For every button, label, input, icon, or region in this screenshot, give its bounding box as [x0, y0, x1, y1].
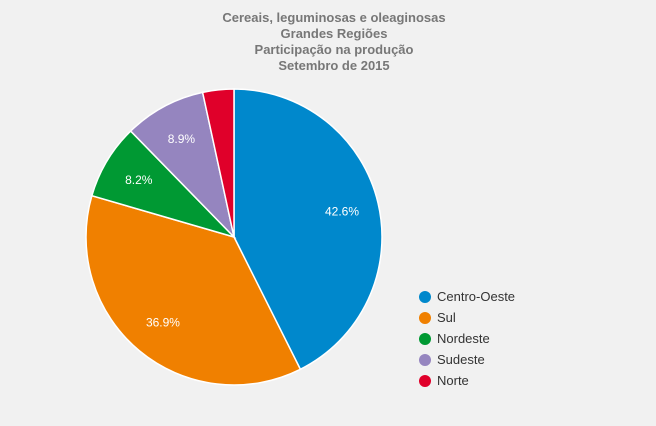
pie-slice-norte[interactable] [201, 88, 235, 238]
legend-item-nordeste[interactable]: Nordeste [419, 328, 515, 349]
legend-dot [419, 290, 431, 303]
legend-label: Centro-Oeste [437, 289, 516, 304]
pie-slice-sul[interactable] [85, 194, 302, 386]
legend-label: Norte [437, 373, 469, 388]
legend-label: Sudeste [437, 352, 485, 367]
title-line: Grandes Regiões [280, 26, 388, 41]
legend-dot [419, 353, 431, 366]
legend: Centro-Oeste Sul Nordeste Sudeste Norte [419, 286, 515, 391]
legend-dot [419, 311, 431, 324]
legend-item-centro-oeste[interactable]: Centro-Oeste [419, 286, 515, 307]
legend-dot [419, 374, 431, 387]
legend-item-sul[interactable]: Sul [419, 307, 515, 328]
chart-title: Cereais, leguminosas e oleaginosas Grand… [0, 10, 656, 74]
title-line: Participação na produção [254, 42, 414, 57]
data-label: 42.6% [325, 204, 359, 218]
legend-item-norte[interactable]: Norte [419, 370, 515, 391]
title-line: Cereais, leguminosas e oleaginosas [222, 10, 446, 25]
data-label: 36.9% [146, 315, 180, 329]
pie-slice-centro-oeste[interactable] [233, 88, 383, 371]
title-line: Setembro de 2015 [278, 58, 390, 73]
pie-slice-sudeste[interactable] [129, 91, 236, 240]
legend-item-sudeste[interactable]: Sudeste [419, 349, 515, 370]
legend-dot [419, 332, 431, 345]
data-label: 8.2% [125, 173, 153, 187]
legend-label: Sul [437, 310, 456, 325]
data-label: 8.9% [168, 132, 196, 146]
legend-label: Nordeste [437, 331, 490, 346]
